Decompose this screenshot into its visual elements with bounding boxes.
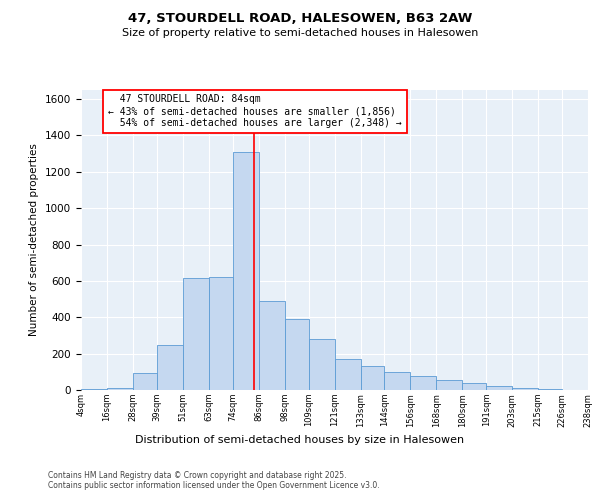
Text: 47 STOURDELL ROAD: 84sqm
← 43% of semi-detached houses are smaller (1,856)
  54%: 47 STOURDELL ROAD: 84sqm ← 43% of semi-d… <box>108 94 402 128</box>
Bar <box>183 278 209 390</box>
Text: Distribution of semi-detached houses by size in Halesowen: Distribution of semi-detached houses by … <box>136 435 464 445</box>
Bar <box>361 366 385 390</box>
Bar <box>436 380 463 390</box>
Bar <box>463 382 486 390</box>
Bar <box>157 344 183 390</box>
Bar <box>335 359 361 390</box>
Bar <box>259 301 284 390</box>
Bar <box>284 319 308 390</box>
Bar <box>385 372 410 390</box>
Bar <box>209 278 233 390</box>
Text: Contains public sector information licensed under the Open Government Licence v3: Contains public sector information licen… <box>48 480 380 490</box>
Bar <box>308 339 335 390</box>
Bar <box>486 386 512 390</box>
Bar <box>107 388 133 390</box>
Bar <box>538 389 562 390</box>
Y-axis label: Number of semi-detached properties: Number of semi-detached properties <box>29 144 40 336</box>
Bar <box>233 152 259 390</box>
Text: Contains HM Land Registry data © Crown copyright and database right 2025.: Contains HM Land Registry data © Crown c… <box>48 470 347 480</box>
Text: 47, STOURDELL ROAD, HALESOWEN, B63 2AW: 47, STOURDELL ROAD, HALESOWEN, B63 2AW <box>128 12 472 26</box>
Bar <box>410 376 436 390</box>
Bar <box>133 372 157 390</box>
Text: Size of property relative to semi-detached houses in Halesowen: Size of property relative to semi-detach… <box>122 28 478 38</box>
Bar <box>512 388 538 390</box>
